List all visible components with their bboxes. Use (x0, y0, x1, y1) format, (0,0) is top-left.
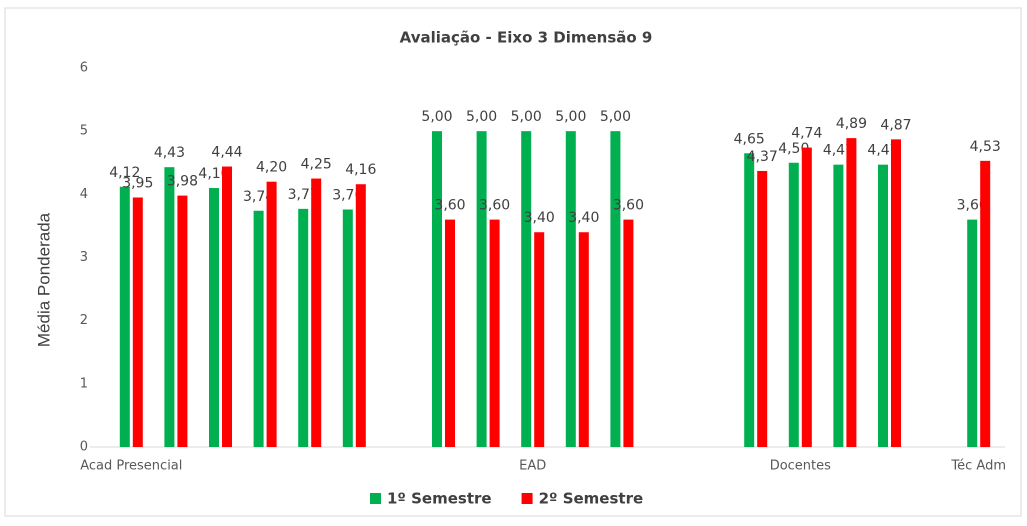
data-label: 5,00 (466, 109, 497, 125)
x-tick-label: Téc Adm (950, 459, 1006, 474)
data-label: 4,16 (345, 162, 376, 178)
data-label: 4,10 (198, 166, 229, 182)
bar (209, 188, 219, 447)
bar (489, 219, 500, 447)
bar (565, 131, 576, 447)
bar (833, 164, 844, 447)
legend-swatch (521, 493, 533, 504)
x-tick-label: Docentes (770, 459, 831, 474)
bar (432, 131, 442, 447)
y-axis-title: Média Ponderada (34, 212, 53, 347)
data-label: 4,50 (778, 141, 809, 157)
data-label: 3,60 (479, 198, 510, 214)
bar (801, 147, 812, 447)
bar (342, 209, 353, 447)
y-tick-label: 1 (80, 376, 88, 391)
y-tick-label: 2 (80, 313, 88, 328)
bar (878, 164, 888, 447)
data-label: 4,65 (734, 131, 765, 147)
y-tick-label: 6 (80, 61, 88, 76)
x-tick-label: EAD (519, 459, 546, 474)
data-label: 5,00 (421, 109, 452, 125)
data-label: 4,37 (747, 149, 778, 165)
data-label: 5,00 (555, 109, 586, 125)
data-label: 3,40 (524, 210, 555, 226)
data-label: 4,12 (109, 165, 140, 181)
data-label: 5,00 (600, 109, 631, 125)
y-tick-label: 4 (80, 187, 88, 202)
bar (788, 162, 799, 447)
bar (744, 153, 755, 447)
chart-title: Avaliação - Eixo 3 Dimensão 9 (400, 29, 653, 47)
data-label: 3,95 (122, 175, 153, 191)
data-label: 4,47 (867, 143, 898, 159)
bar (355, 184, 366, 447)
bar (222, 166, 232, 448)
data-label: 4,43 (154, 145, 185, 161)
bar (119, 186, 130, 447)
data-label: 3,60 (613, 198, 644, 214)
legend-label: 1º Semestre (387, 490, 492, 508)
chart-frame (4, 7, 1022, 517)
legend-swatch (370, 493, 381, 504)
data-label: 3,40 (568, 210, 599, 226)
data-label: 3,60 (957, 198, 988, 214)
data-label: 4,47 (823, 143, 854, 159)
bar (177, 195, 188, 447)
bar (253, 210, 264, 447)
data-label: 5,00 (511, 109, 542, 125)
bar (311, 178, 322, 447)
data-label: 4,53 (970, 139, 1001, 155)
bar (610, 131, 621, 447)
data-label: 3,77 (288, 187, 319, 203)
bar (623, 219, 634, 447)
data-label: 4,87 (880, 117, 911, 133)
bar (521, 131, 532, 447)
y-tick-label: 0 (80, 440, 88, 455)
bar (891, 139, 901, 447)
bar (266, 181, 277, 447)
bar (534, 232, 545, 447)
y-tick-label: 3 (80, 250, 88, 265)
data-label: 4,25 (301, 157, 332, 173)
bar (298, 208, 309, 447)
data-label: 4,44 (211, 145, 242, 161)
bar (846, 138, 857, 448)
data-label: 3,60 (434, 198, 465, 214)
data-label: 4,20 (256, 160, 287, 176)
y-tick-label: 5 (80, 124, 88, 139)
bar (967, 219, 978, 447)
bar (476, 131, 487, 447)
bar (578, 232, 589, 447)
data-label: 3,76 (332, 187, 363, 203)
bar (445, 219, 455, 447)
data-label: 3,74 (243, 189, 274, 205)
bar (132, 197, 143, 447)
data-label: 4,89 (836, 116, 867, 132)
legend-label: 2º Semestre (539, 490, 644, 508)
data-label: 3,98 (167, 174, 198, 190)
bar (164, 167, 175, 447)
bar (980, 160, 991, 448)
bar (757, 170, 768, 447)
data-label: 4,74 (791, 126, 822, 142)
x-tick-label: Acad Presencial (80, 459, 182, 474)
